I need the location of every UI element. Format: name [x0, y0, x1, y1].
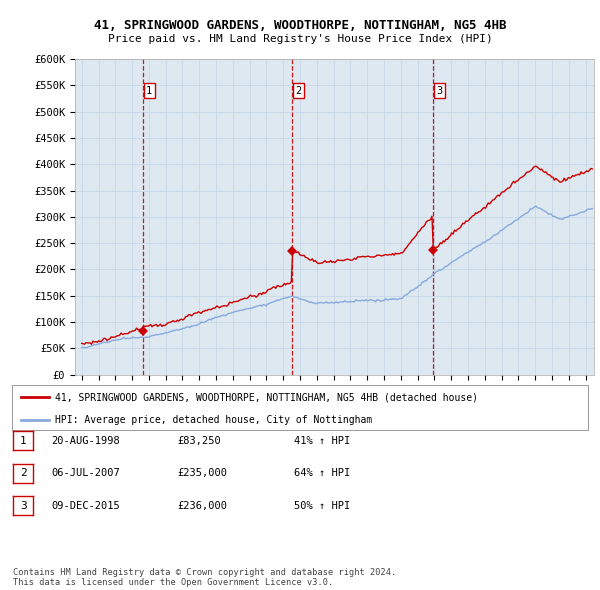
- Text: 3: 3: [20, 501, 26, 510]
- Text: 41% ↑ HPI: 41% ↑ HPI: [294, 436, 350, 445]
- Text: £83,250: £83,250: [177, 436, 221, 445]
- Text: Contains HM Land Registry data © Crown copyright and database right 2024.
This d: Contains HM Land Registry data © Crown c…: [13, 568, 397, 587]
- Text: 41, SPRINGWOOD GARDENS, WOODTHORPE, NOTTINGHAM, NG5 4HB: 41, SPRINGWOOD GARDENS, WOODTHORPE, NOTT…: [94, 19, 506, 32]
- Text: 06-JUL-2007: 06-JUL-2007: [51, 468, 120, 478]
- Text: £236,000: £236,000: [177, 501, 227, 510]
- Text: HPI: Average price, detached house, City of Nottingham: HPI: Average price, detached house, City…: [55, 415, 373, 425]
- Text: 64% ↑ HPI: 64% ↑ HPI: [294, 468, 350, 478]
- Text: 2: 2: [20, 468, 26, 478]
- Text: 20-AUG-1998: 20-AUG-1998: [51, 436, 120, 445]
- Text: 50% ↑ HPI: 50% ↑ HPI: [294, 501, 350, 510]
- Text: 41, SPRINGWOOD GARDENS, WOODTHORPE, NOTTINGHAM, NG5 4HB (detached house): 41, SPRINGWOOD GARDENS, WOODTHORPE, NOTT…: [55, 392, 478, 402]
- Text: Price paid vs. HM Land Registry's House Price Index (HPI): Price paid vs. HM Land Registry's House …: [107, 34, 493, 44]
- Text: £235,000: £235,000: [177, 468, 227, 478]
- Text: 3: 3: [437, 86, 443, 96]
- Text: 1: 1: [20, 436, 26, 445]
- Text: 09-DEC-2015: 09-DEC-2015: [51, 501, 120, 510]
- Text: 2: 2: [295, 86, 301, 96]
- Text: 1: 1: [146, 86, 152, 96]
